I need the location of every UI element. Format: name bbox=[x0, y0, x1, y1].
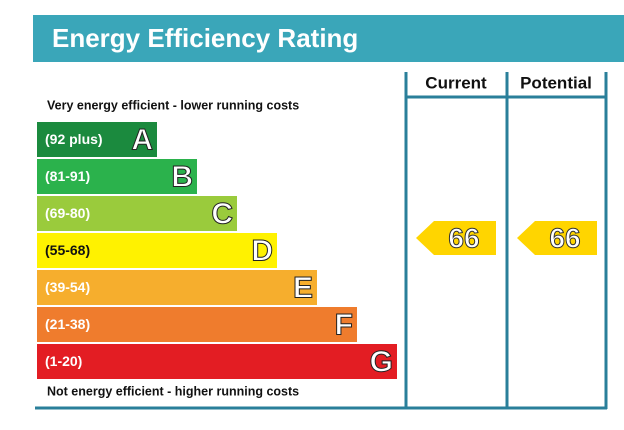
rating-arrow bbox=[517, 221, 597, 255]
rating-value: 66 bbox=[448, 222, 479, 253]
band bbox=[37, 233, 277, 268]
band bbox=[37, 122, 157, 157]
frame bbox=[35, 72, 608, 410]
band-range: (69-80) bbox=[45, 205, 90, 221]
band-letter: D bbox=[251, 234, 273, 267]
column-header: Potential bbox=[520, 73, 592, 92]
band-range: (21-38) bbox=[45, 316, 90, 332]
band bbox=[37, 270, 317, 305]
band bbox=[37, 196, 237, 231]
band-letter: G bbox=[370, 345, 393, 378]
band-range: (1-20) bbox=[45, 353, 82, 369]
band-letter: B bbox=[171, 160, 193, 193]
title: Energy Efficiency Rating bbox=[52, 23, 358, 53]
column-header: Current bbox=[425, 73, 487, 92]
rating-arrow bbox=[416, 221, 496, 255]
band-range: (92 plus) bbox=[45, 131, 103, 147]
band-range: (39-54) bbox=[45, 279, 90, 295]
rating-value: 66 bbox=[549, 222, 580, 253]
band-range: (55-68) bbox=[45, 242, 90, 258]
top-note: Very energy efficient - lower running co… bbox=[47, 98, 299, 112]
band-letter: A bbox=[131, 123, 153, 156]
band-letter: C bbox=[211, 197, 233, 230]
band-range: (81-91) bbox=[45, 168, 90, 184]
band-letter: E bbox=[293, 271, 313, 304]
band bbox=[37, 307, 357, 342]
title-bar bbox=[33, 15, 624, 62]
band bbox=[37, 159, 197, 194]
band-letter: F bbox=[335, 308, 353, 341]
band bbox=[37, 344, 397, 379]
bottom-note: Not energy efficient - higher running co… bbox=[47, 384, 299, 398]
